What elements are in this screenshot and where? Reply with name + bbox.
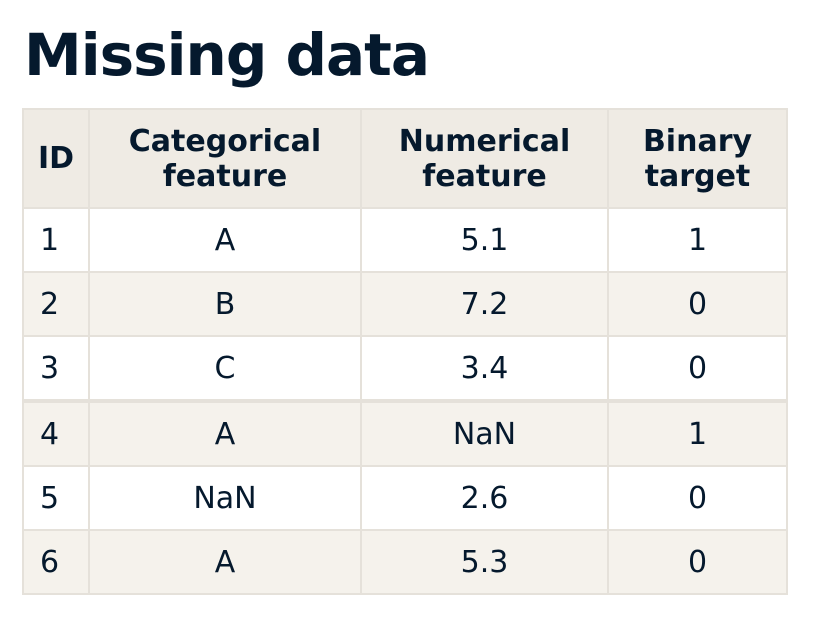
table-row: 3 C 3.4 0 (22, 335, 788, 402)
header-binary-line-2: target (644, 158, 751, 194)
header-numerical-line-1: Numerical (398, 123, 571, 159)
cell-numerical-feature: NaN (360, 399, 609, 467)
cell-id: 1 (22, 207, 90, 273)
table-row: 1 A 5.1 1 (22, 207, 788, 273)
cell-binary-target: 0 (607, 271, 788, 337)
table-row: 5 NaN 2.6 0 (22, 465, 788, 531)
header-categorical-line-2: feature (162, 158, 288, 194)
table-row: 4 A NaN 1 (22, 399, 788, 467)
cell-id: 5 (22, 465, 90, 531)
cell-numerical-feature: 5.1 (360, 207, 609, 273)
page-title: Missing data (24, 21, 430, 89)
header-id-line: ID (38, 141, 75, 176)
cell-categorical-feature: B (88, 271, 362, 337)
cell-categorical-feature: A (88, 529, 362, 595)
header-binary-target: Binary target (607, 108, 788, 209)
header-categorical-line-1: Categorical (128, 123, 322, 159)
table-header-row: ID Categorical feature Numerical feature… (22, 108, 788, 209)
header-numerical-feature: Numerical feature (360, 108, 609, 209)
table-row: 2 B 7.2 0 (22, 271, 788, 337)
cell-categorical-feature: C (88, 335, 362, 402)
cell-categorical-feature: A (88, 399, 362, 467)
cell-numerical-feature: 3.4 (360, 335, 609, 402)
missing-data-table: ID Categorical feature Numerical feature… (22, 108, 788, 595)
cell-binary-target: 0 (607, 529, 788, 595)
cell-binary-target: 0 (607, 335, 788, 402)
cell-numerical-feature: 2.6 (360, 465, 609, 531)
cell-binary-target: 0 (607, 465, 788, 531)
header-numerical-line-2: feature (422, 158, 547, 194)
cell-id: 6 (22, 529, 90, 595)
cell-numerical-feature: 7.2 (360, 271, 609, 337)
cell-categorical-feature: A (88, 207, 362, 273)
cell-numerical-feature: 5.3 (360, 529, 609, 595)
table-row: 6 A 5.3 0 (22, 529, 788, 595)
cell-id: 4 (22, 399, 90, 467)
header-id: ID (22, 108, 90, 209)
cell-binary-target: 1 (607, 207, 788, 273)
cell-id: 3 (22, 335, 90, 402)
cell-categorical-feature: NaN (88, 465, 362, 531)
header-binary-line-1: Binary (642, 123, 753, 159)
header-categorical-feature: Categorical feature (88, 108, 362, 209)
cell-binary-target: 1 (607, 399, 788, 467)
cell-id: 2 (22, 271, 90, 337)
